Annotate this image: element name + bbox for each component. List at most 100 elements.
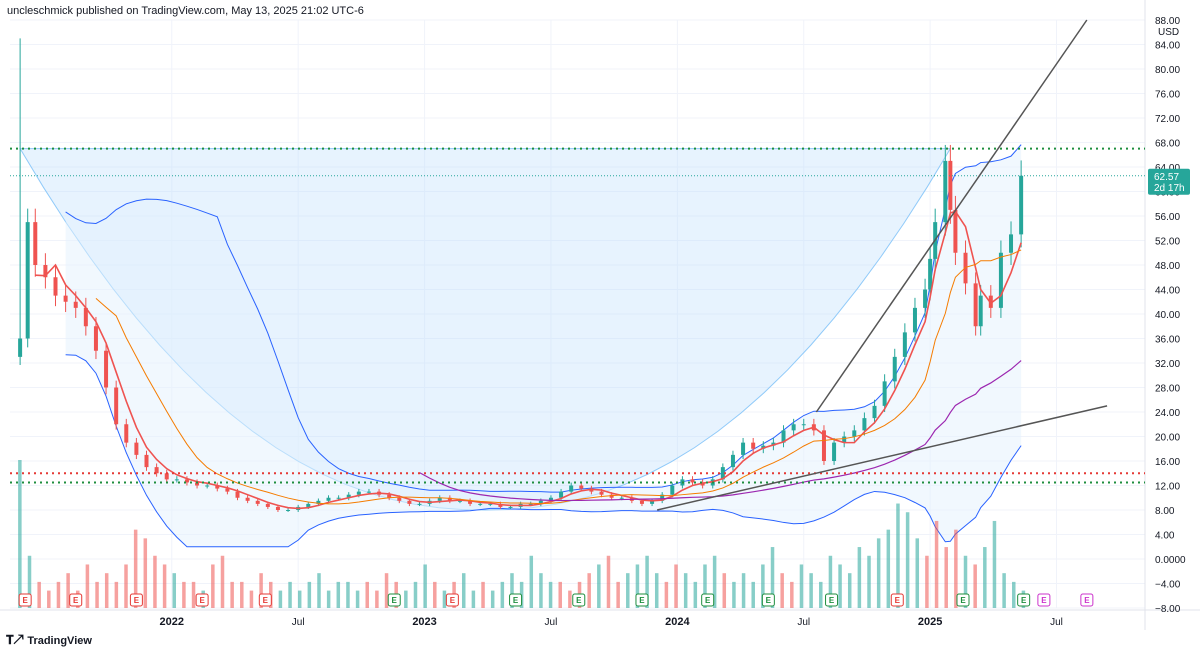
time-axis: 2022 Jul 2023 Jul 2024 Jul 2025 Jul [160, 616, 1063, 628]
candle-body [468, 500, 473, 504]
volume-bar [510, 573, 514, 608]
candle-body [1019, 175, 1024, 235]
volume-bar [683, 573, 688, 608]
volume-bar [886, 529, 891, 608]
x-tick-label: Jul [292, 617, 305, 628]
volume-bar [56, 581, 61, 608]
volume-bar [529, 555, 534, 608]
candle-body [336, 497, 341, 499]
candle-body [154, 467, 159, 474]
volume-bar [249, 590, 254, 608]
volume-bar [944, 547, 948, 608]
candle-body [579, 485, 584, 489]
volume-bar [191, 581, 196, 608]
volume-bar [963, 555, 968, 608]
candle-body [286, 510, 291, 511]
earnings-marker-label: E [1084, 596, 1090, 605]
volume-bar [317, 573, 321, 608]
y-tick-label: 4.00 [1155, 531, 1175, 542]
candle-body [83, 307, 88, 327]
earnings-marker-label: E [895, 596, 901, 605]
candle-body [528, 503, 533, 505]
volume-bar [307, 581, 312, 608]
publisher-line: uncleschmick published on TradingView.co… [7, 5, 364, 17]
tradingview-brand-label: TradingView [27, 634, 92, 647]
x-tick-label: Jul [545, 617, 558, 628]
volume-bar [442, 590, 447, 608]
volume-bar [761, 564, 765, 608]
volume-bar [857, 547, 862, 608]
candle-body [1009, 234, 1014, 253]
candle-body [892, 356, 897, 382]
volume-bar [278, 590, 283, 608]
volume-bar [954, 529, 958, 608]
y-tick-label: 80.00 [1155, 65, 1180, 76]
earnings-marker-label: E [576, 596, 582, 605]
earnings-marker-label: E [829, 596, 835, 605]
volume-bar [896, 503, 900, 608]
candle-body [164, 473, 169, 480]
volume-bar [664, 581, 669, 608]
candle-body [195, 482, 200, 486]
bollinger-lower [65, 354, 1022, 548]
candle-body [832, 442, 837, 461]
candle-body [660, 494, 665, 501]
volume-bar [597, 564, 601, 608]
candle-body [569, 485, 574, 492]
x-tick-label: 2024 [665, 616, 690, 628]
volume-bar [297, 590, 302, 608]
candle-body [134, 442, 139, 455]
volume-bar [732, 581, 736, 608]
candle-body [326, 497, 331, 501]
volume-bar [346, 581, 350, 608]
volume-bar [143, 538, 148, 608]
tradingview-brand[interactable]: 𝐓↗ TradingView [6, 633, 92, 648]
earnings-marker [1017, 593, 1031, 607]
earnings-marker [69, 593, 83, 607]
candle-body [417, 503, 422, 505]
candle-body [205, 485, 210, 487]
earnings-marker [258, 593, 272, 607]
candle-body [25, 222, 30, 339]
y-tick-label: 16.00 [1155, 457, 1180, 468]
volume-bar [992, 520, 997, 608]
volume-bar [867, 555, 871, 608]
candle-body [478, 503, 483, 505]
candle-body [397, 497, 402, 501]
candle-body [63, 295, 68, 302]
candle-body [245, 497, 250, 501]
volume-bar [934, 520, 939, 608]
volume-bar [741, 573, 746, 608]
price-axis: USD88.0084.0080.0076.0072.0068.0064.0060… [1155, 16, 1186, 615]
tradingview-logo-icon: 𝐓↗ [6, 633, 24, 647]
candle-body [18, 338, 23, 357]
candle-body [43, 265, 48, 278]
y-tick-label: 28.00 [1155, 384, 1180, 395]
trendline [656, 405, 1108, 511]
volume-bar [461, 573, 466, 608]
candle-body [948, 160, 953, 210]
y-tick-label: 72.00 [1155, 114, 1180, 125]
volume-bar [162, 564, 167, 608]
earnings-marker [18, 593, 32, 607]
earnings-marker [701, 593, 715, 607]
volume-bar [693, 581, 698, 608]
candle-body [639, 500, 644, 504]
volume-bar [819, 581, 823, 608]
earnings-marker-label: E [22, 596, 28, 605]
candle-body [923, 289, 928, 308]
candle-body [599, 491, 604, 495]
volume-bar [95, 581, 99, 608]
volume-bar [838, 564, 842, 608]
y-tick-label: −8.00 [1155, 604, 1181, 615]
earnings-marker [1080, 593, 1094, 607]
x-tick-label: 2025 [918, 616, 942, 628]
volume-bar [847, 573, 852, 608]
sma-long-line [419, 360, 1022, 502]
candle-body [690, 479, 695, 483]
earnings-marker [1037, 593, 1051, 607]
volume-bar [712, 555, 717, 608]
candle-body [978, 295, 983, 327]
